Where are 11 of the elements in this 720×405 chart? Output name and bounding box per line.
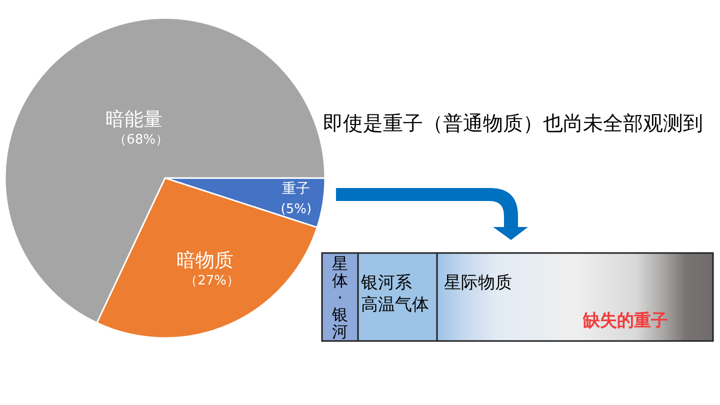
slice-label: 暗物质: [176, 250, 234, 272]
data-label: （68%）: [114, 132, 169, 148]
text: 星体·银河: [332, 254, 348, 340]
text: 缺失的重子: [583, 310, 668, 332]
slice-label: 暗能量: [106, 108, 163, 130]
text: 星际物质: [444, 272, 512, 294]
data-label: (5%): [280, 202, 312, 217]
text: 银河系高温气体: [361, 272, 430, 316]
data-label: （27%）: [184, 274, 240, 289]
text: 即使是重子（普通物质）也尚未全部观测到: [323, 110, 703, 136]
slice-label: 重子: [282, 180, 310, 197]
